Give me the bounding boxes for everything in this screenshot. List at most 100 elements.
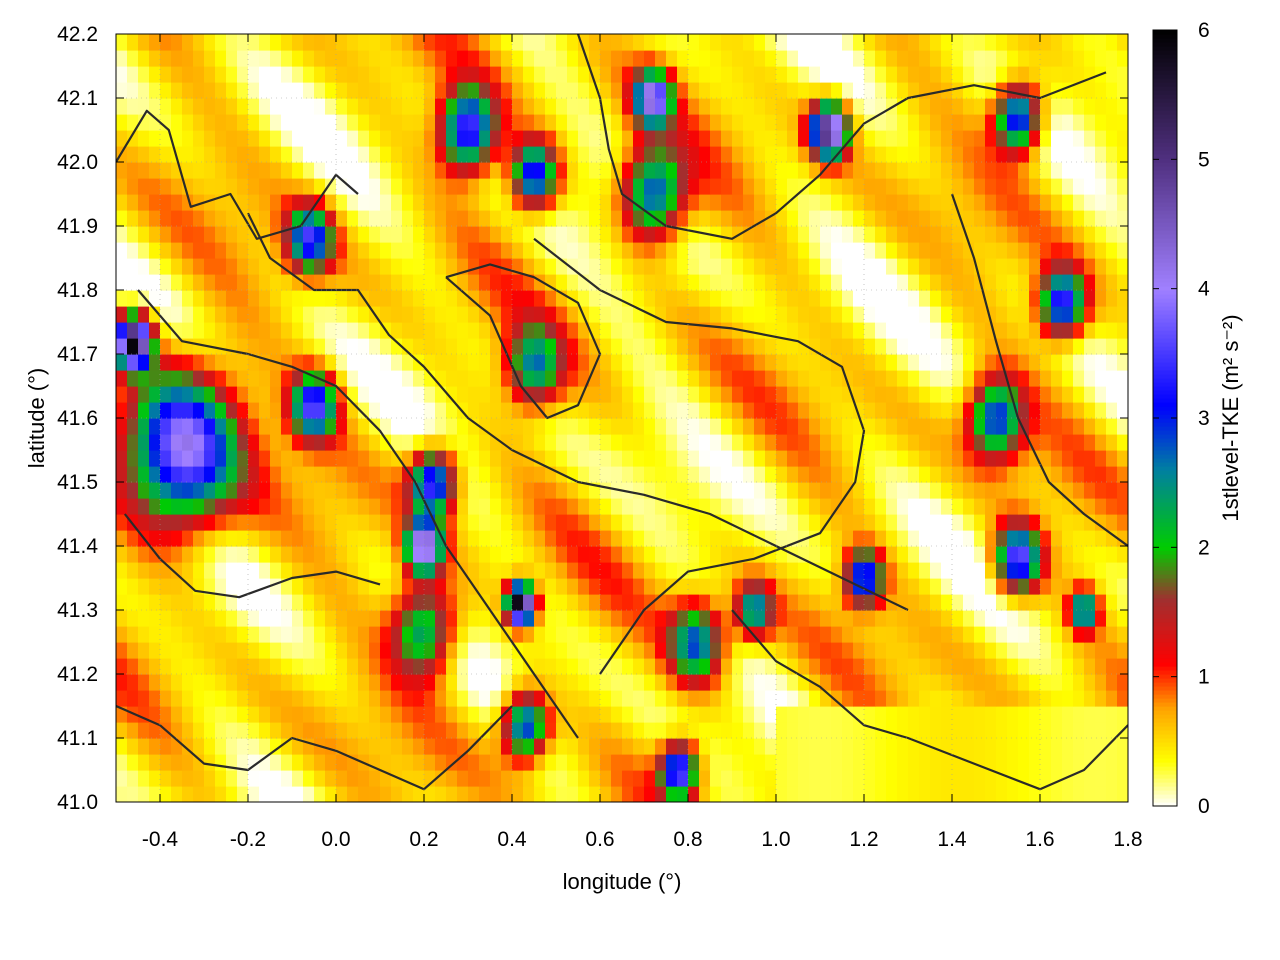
heatmap-cell xyxy=(512,674,524,691)
heatmap-cell xyxy=(369,482,381,499)
x-tick-label: 1.4 xyxy=(937,828,967,851)
heatmap-cell xyxy=(138,322,150,339)
heatmap-cell xyxy=(633,466,645,483)
heatmap-cell xyxy=(259,562,271,579)
heatmap-cell xyxy=(116,546,128,563)
heatmap-cell xyxy=(182,418,194,435)
heatmap-cell xyxy=(1095,50,1107,67)
heatmap-cell xyxy=(281,242,293,259)
heatmap-cell xyxy=(226,658,238,675)
heatmap-cell xyxy=(1062,146,1074,163)
heatmap-cell xyxy=(1062,50,1074,67)
heatmap-cell xyxy=(259,50,271,67)
heatmap-cell xyxy=(391,178,403,195)
heatmap-cell xyxy=(974,226,986,243)
colorbar-strip xyxy=(1153,302,1177,307)
heatmap-cell xyxy=(1018,82,1030,99)
heatmap-cell xyxy=(864,594,876,611)
heatmap-cell xyxy=(600,370,612,387)
heatmap-cell xyxy=(721,34,733,51)
heatmap-cell xyxy=(479,386,491,403)
heatmap-cell xyxy=(941,34,953,51)
heatmap-cell xyxy=(809,706,821,723)
heatmap-cell xyxy=(556,290,568,307)
heatmap-cell xyxy=(996,738,1008,755)
heatmap-cell xyxy=(820,674,832,691)
heatmap-cell xyxy=(985,610,997,627)
heatmap-cell xyxy=(402,482,414,499)
heatmap-cell xyxy=(259,98,271,115)
heatmap-cell xyxy=(974,578,986,595)
heatmap-cell xyxy=(721,466,733,483)
heatmap-cell xyxy=(545,642,557,659)
heatmap-cell xyxy=(314,354,326,371)
colorbar-strip xyxy=(1153,766,1177,771)
heatmap-cell xyxy=(446,514,458,531)
heatmap-cell xyxy=(974,738,986,755)
heatmap-cell xyxy=(413,498,425,515)
heatmap-cell xyxy=(248,290,260,307)
heatmap-cell xyxy=(501,658,513,675)
heatmap-cell xyxy=(314,642,326,659)
heatmap-cell xyxy=(842,402,854,419)
heatmap-cell xyxy=(875,50,887,67)
heatmap-cell xyxy=(336,146,348,163)
heatmap-cell xyxy=(809,610,821,627)
heatmap-cell xyxy=(699,130,711,147)
colorbar-strip xyxy=(1153,570,1177,575)
heatmap-cell xyxy=(996,194,1008,211)
heatmap-cell xyxy=(149,738,161,755)
heatmap-cell xyxy=(886,578,898,595)
heatmap-cell xyxy=(820,690,832,707)
heatmap-cell xyxy=(1073,402,1085,419)
heatmap-cell xyxy=(765,178,777,195)
heatmap-cell xyxy=(897,434,909,451)
heatmap-cell xyxy=(457,242,469,259)
heatmap-cell xyxy=(710,562,722,579)
heatmap-cell xyxy=(776,82,788,99)
heatmap-cell xyxy=(215,578,227,595)
heatmap-cell xyxy=(523,770,535,787)
heatmap-cell xyxy=(644,498,656,515)
heatmap-cell xyxy=(424,258,436,275)
heatmap-cell xyxy=(259,594,271,611)
heatmap-cell xyxy=(226,82,238,99)
heatmap-cell xyxy=(215,162,227,179)
colorbar-strip xyxy=(1153,390,1177,395)
heatmap-cell xyxy=(149,322,161,339)
heatmap-cell xyxy=(182,290,194,307)
heatmap-cell xyxy=(754,210,766,227)
heatmap-cell xyxy=(556,562,568,579)
heatmap-cell xyxy=(116,34,128,51)
heatmap-cell xyxy=(798,386,810,403)
heatmap-cell xyxy=(215,146,227,163)
heatmap-cell xyxy=(875,546,887,563)
heatmap-cell xyxy=(787,306,799,323)
heatmap-cell xyxy=(996,50,1008,67)
heatmap-cell xyxy=(710,242,722,259)
heatmap-cell xyxy=(743,210,755,227)
heatmap-cell xyxy=(424,610,436,627)
heatmap-cell xyxy=(963,34,975,51)
heatmap-cell xyxy=(919,722,931,739)
heatmap-cell xyxy=(1062,562,1074,579)
heatmap-cell xyxy=(897,322,909,339)
heatmap-cell xyxy=(644,482,656,499)
heatmap-cell xyxy=(1073,322,1085,339)
heatmap-cell xyxy=(875,450,887,467)
heatmap-cell xyxy=(1084,482,1096,499)
heatmap-cell xyxy=(534,434,546,451)
colorbar-strip xyxy=(1153,150,1177,155)
heatmap-cell xyxy=(1095,530,1107,547)
heatmap-cell xyxy=(303,82,315,99)
heatmap-cell xyxy=(831,242,843,259)
heatmap-cell xyxy=(886,130,898,147)
heatmap-cell xyxy=(666,290,678,307)
heatmap-cell xyxy=(171,370,183,387)
heatmap-cell xyxy=(996,546,1008,563)
heatmap-cell xyxy=(413,162,425,179)
heatmap-cell xyxy=(908,226,920,243)
heatmap-cell xyxy=(556,642,568,659)
heatmap-cell xyxy=(1106,210,1118,227)
colorbar-strip xyxy=(1153,706,1177,711)
